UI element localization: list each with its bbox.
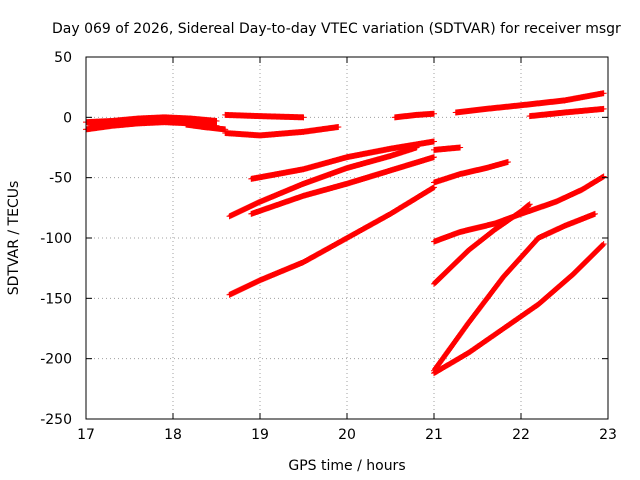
series-markers [526,105,607,120]
series-s04 [183,121,229,133]
series-markers [431,173,607,245]
series-markers [391,110,437,121]
y-tick-label: -150 [40,291,72,307]
y-tick-label: 50 [54,50,72,66]
axis-ticks [85,56,609,420]
series-s18 [431,210,598,374]
x-tick-label: 18 [164,427,182,443]
x-tick-label: 20 [338,427,356,443]
x-tick-label: 21 [425,427,443,443]
x-tick-label: 22 [512,427,530,443]
series-markers [431,241,607,377]
y-tick-label: 0 [63,110,72,126]
x-tick-label: 19 [251,427,269,443]
series-s14 [526,105,607,120]
series-s05 [222,111,307,121]
series-s08 [226,144,420,220]
series-s16 [431,173,607,245]
series-markers [431,201,533,287]
series-markers [431,144,464,153]
series-s06 [222,123,342,139]
series-s07 [248,138,437,182]
series-s09 [248,154,437,217]
series-markers [222,123,342,139]
series-s17 [431,201,533,287]
series-markers [222,111,307,121]
y-tick-label: -250 [40,412,72,428]
series-markers [183,121,229,133]
series-markers [452,90,607,116]
series-s15 [431,158,511,186]
series-s11 [391,110,437,121]
series-markers [226,144,420,220]
series-s03 [87,116,194,129]
x-axis-label: GPS time / hours [288,458,405,474]
series-s10 [226,184,437,298]
x-tick-labels: 17 18 19 20 21 22 23 [77,427,617,443]
series-markers [87,116,194,129]
y-tick-label: -50 [49,171,72,187]
y-tick-label: -100 [40,231,72,247]
chart-title: Day 069 of 2026, Sidereal Day-to-day VTE… [52,21,621,37]
series-markers [248,138,437,182]
y-tick-labels: -250 -200 -150 -100 -50 0 50 [40,50,72,428]
data-series [83,90,607,377]
series-markers [226,184,437,298]
series-markers [248,154,437,217]
series-markers [431,158,511,186]
series-track [431,211,596,373]
series-s13 [452,90,607,116]
y-tick-label: -200 [40,352,72,368]
x-tick-label: 23 [599,427,617,443]
series-s12 [431,144,464,153]
y-axis-label: SDTVAR / TECUs [6,181,22,296]
x-tick-label: 17 [77,427,95,443]
series-s19 [431,241,607,377]
